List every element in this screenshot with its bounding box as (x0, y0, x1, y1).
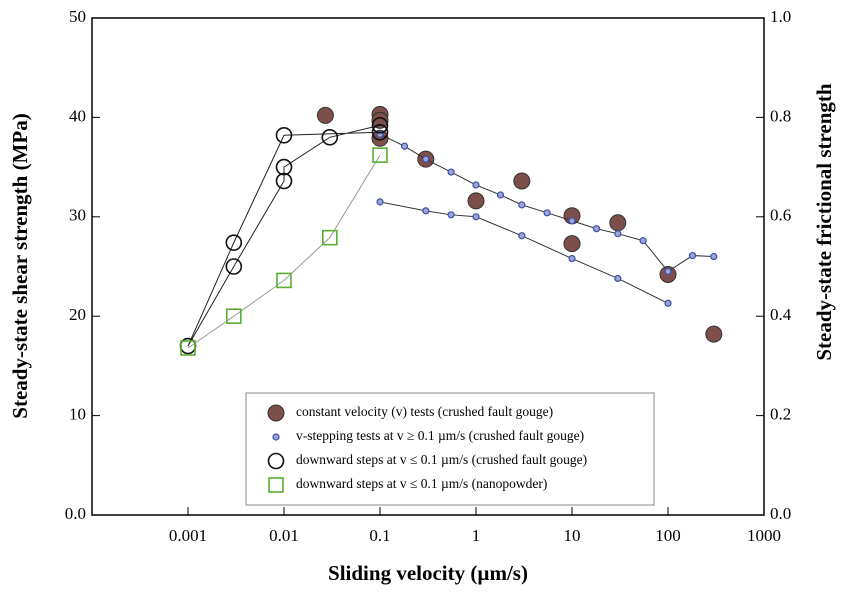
point (568, 217, 576, 225)
y2-tick-label: 1.0 (770, 7, 791, 26)
point (467, 192, 485, 210)
series-line (187, 154, 381, 349)
point (371, 111, 389, 129)
point (705, 325, 723, 343)
point (518, 232, 526, 240)
y2-tick-label: 0.2 (770, 405, 791, 424)
point (371, 124, 389, 141)
point (316, 106, 334, 124)
point (639, 237, 647, 245)
point (688, 251, 697, 260)
x-axis-label: Sliding velocity (µm/s) (328, 561, 528, 585)
y2-tick-label: 0.0 (770, 504, 791, 523)
point (376, 198, 384, 206)
legend-label: constant velocity (v) tests (crushed fau… (296, 404, 553, 419)
y-tick-label: 50 (69, 7, 86, 26)
legend-label: downward steps at v ≤ 0.1 µm/s (crushed … (296, 452, 587, 467)
point (518, 201, 526, 209)
legend-label: v-stepping tests at v ≥ 0.1 µm/s (crushe… (296, 428, 584, 443)
point (609, 214, 627, 232)
y-tick-label: 30 (69, 206, 86, 225)
plot-frame (91, 17, 765, 516)
legend-box (245, 392, 655, 506)
point (614, 230, 622, 238)
y-axis-label: Steady-state shear strength (MPa) (8, 113, 32, 418)
point (472, 181, 480, 189)
x-tick-label: 1 (472, 526, 481, 545)
legend-marker (272, 433, 280, 441)
point (372, 147, 388, 163)
point (322, 229, 338, 246)
point (592, 225, 601, 233)
legend-marker (267, 404, 285, 422)
y-tick-label: 10 (69, 405, 86, 424)
point (275, 158, 293, 176)
y2-tick-label: 0.6 (770, 206, 791, 225)
legend-label: downward steps at v ≤ 0.1 µm/s (nanopowd… (296, 476, 547, 491)
point (447, 211, 455, 219)
point (276, 272, 292, 289)
x-tick-label: 0.1 (369, 526, 390, 545)
point (563, 235, 581, 253)
y-tick-label: 20 (69, 305, 86, 324)
legend-marker (268, 477, 284, 493)
point (422, 155, 430, 163)
point (496, 191, 505, 199)
x-tick-label: 10 (564, 526, 581, 545)
point (447, 168, 455, 176)
point (710, 252, 718, 261)
y-tick-label: 40 (69, 106, 86, 125)
point (400, 142, 409, 150)
point (225, 234, 243, 251)
point (225, 258, 243, 275)
point (180, 340, 196, 356)
y2-tick-label: 0.8 (770, 106, 791, 125)
point (371, 117, 389, 134)
y2-tick-label: 0.4 (770, 305, 792, 324)
point (664, 267, 672, 276)
point (664, 299, 672, 307)
point (321, 128, 339, 146)
point (422, 207, 430, 215)
point (614, 274, 622, 283)
point (472, 213, 480, 221)
point (275, 172, 293, 190)
series-line (187, 124, 381, 347)
legend-marker (267, 452, 285, 470)
point (275, 126, 293, 144)
x-tick-label: 0.001 (169, 526, 207, 545)
y2-axis-label: Steady-state frictional strength (812, 83, 836, 361)
point (226, 308, 242, 325)
point (513, 172, 531, 190)
x-tick-label: 0.01 (269, 526, 299, 545)
point (568, 254, 576, 263)
y-tick-label: 0.0 (65, 504, 86, 523)
x-tick-label: 100 (655, 526, 681, 545)
x-tick-label: 1000 (747, 526, 781, 545)
point (543, 209, 551, 217)
